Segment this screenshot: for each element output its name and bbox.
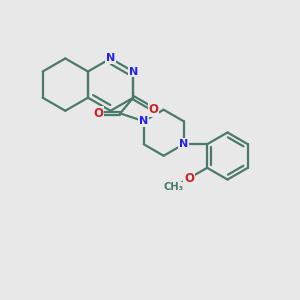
Text: N: N: [129, 67, 138, 76]
Text: N: N: [179, 139, 188, 149]
Text: N: N: [139, 116, 148, 126]
Text: O: O: [184, 172, 194, 185]
Text: N: N: [106, 53, 115, 64]
Text: O: O: [148, 103, 159, 116]
Text: CH₃: CH₃: [163, 182, 183, 192]
Text: O: O: [93, 107, 103, 120]
